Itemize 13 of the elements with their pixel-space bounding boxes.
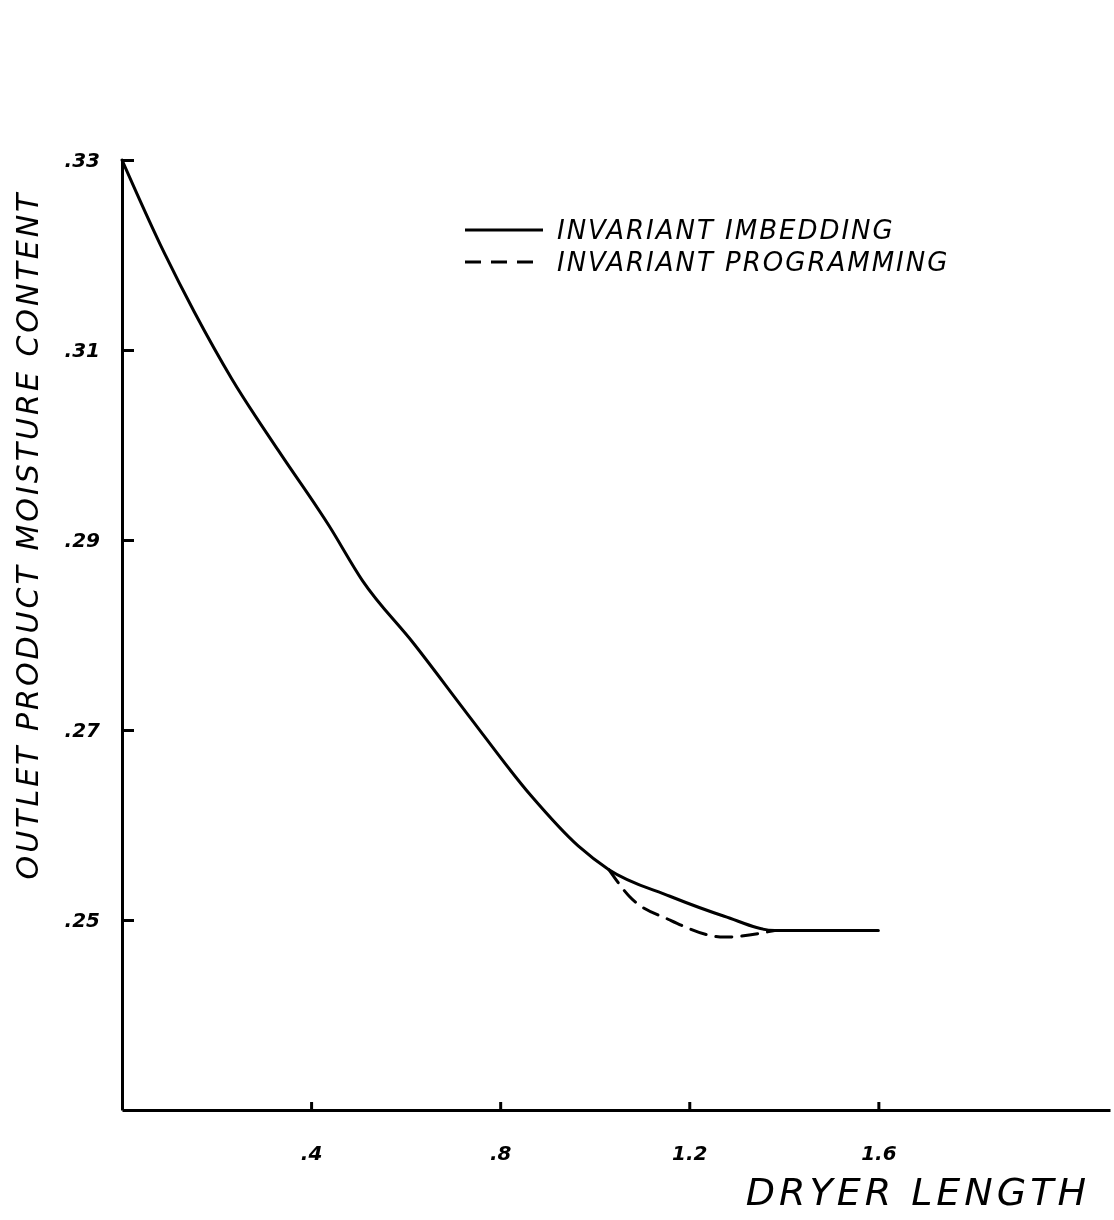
y-tick-label: .31 bbox=[64, 337, 100, 362]
x-tick-label: 1.2 bbox=[672, 1141, 708, 1166]
x-tick-label: .8 bbox=[489, 1141, 512, 1166]
y-tick-label: .27 bbox=[64, 717, 101, 742]
legend-label: INVARIANT IMBEDDING bbox=[557, 215, 895, 245]
legend-label: INVARIANT PROGRAMMING bbox=[557, 247, 950, 277]
y-tick-label: .29 bbox=[64, 527, 101, 552]
x-axis-title: DRYER LENGTH bbox=[745, 1170, 1090, 1214]
y-axis-title: OUTLET PRODUCT MOISTURE CONTENT bbox=[10, 190, 45, 880]
y-tick-label: .33 bbox=[64, 147, 100, 172]
x-tick-label: .4 bbox=[300, 1141, 323, 1166]
x-tick-label: 1.6 bbox=[861, 1141, 897, 1166]
y-tick-label: .25 bbox=[64, 907, 100, 932]
